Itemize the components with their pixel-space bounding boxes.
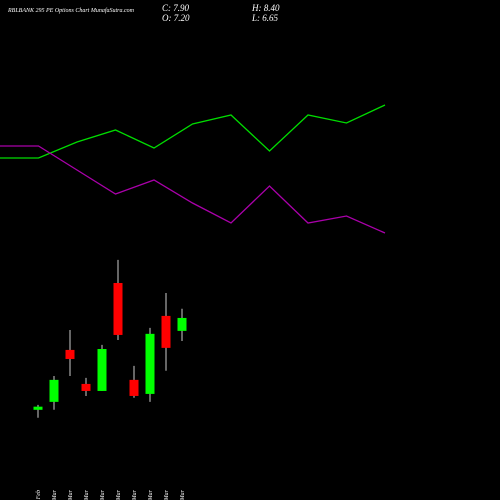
candle-body	[33, 406, 43, 410]
chart-title: RBLBANK 295 PE Options Chart MunafaSutra…	[7, 7, 135, 14]
x-tick-label: 11 Mar	[148, 489, 154, 500]
x-tick-label: 12 Mar	[164, 489, 170, 500]
candle-body	[161, 315, 171, 348]
high-label: H: 8.40	[251, 3, 280, 13]
x-tick-label: 04 Mar	[67, 489, 74, 500]
candle-body	[113, 283, 123, 335]
x-tick-label: 03 Mar	[52, 489, 58, 500]
candle-body	[49, 379, 59, 402]
low-label: L: 6.65	[251, 13, 279, 23]
x-tick-label: 05 Mar	[84, 489, 90, 500]
indicator-line	[0, 104, 386, 159]
close-label: C: 7.90	[162, 3, 190, 13]
candle-body	[177, 317, 187, 331]
candle-body	[145, 333, 155, 394]
x-tick-label: 10 Mar	[132, 489, 138, 500]
open-label: O: 7.20	[162, 13, 190, 23]
indicator-line	[0, 145, 386, 234]
candle-body	[65, 349, 75, 359]
candle-body	[97, 348, 107, 391]
candle-body	[129, 379, 139, 396]
x-tick-label: 09 Mar	[116, 489, 122, 500]
x-tick-label: 13 Mar	[180, 489, 186, 500]
candle-body	[81, 383, 91, 391]
x-tick-label: 06 Mar	[100, 489, 106, 500]
x-tick-label: 27 Feb	[36, 490, 42, 500]
